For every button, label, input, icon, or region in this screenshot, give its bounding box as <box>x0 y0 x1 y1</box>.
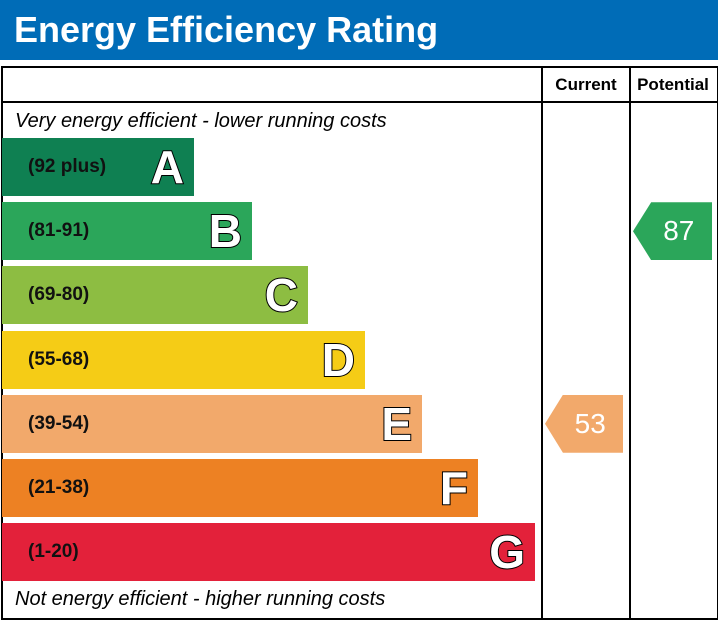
potential-rating-value: 87 <box>663 215 695 247</box>
band-f-letter: F <box>439 461 469 515</box>
current-rating-arrow-shape <box>545 394 623 453</box>
band-d-range: (55-68) <box>28 348 90 370</box>
band-b-range: (81-91) <box>28 220 90 242</box>
band-e-letter: E <box>380 397 413 451</box>
band-b: (81-91) B <box>2 202 252 261</box>
current-column-divider <box>541 66 543 619</box>
current-rating-value: 53 <box>574 407 606 439</box>
current-rating-arrow: 53 <box>545 394 623 453</box>
band-c-letter: C <box>264 268 299 322</box>
top-caption: Very energy efficient - lower running co… <box>15 110 387 132</box>
band-c: (69-80) C <box>2 266 308 325</box>
bottom-caption: Not energy efficient - higher running co… <box>15 588 386 610</box>
band-g-range: (1-20) <box>28 541 79 563</box>
band-f: (21-38) F <box>2 459 478 517</box>
potential-column-header: Potential <box>637 75 709 94</box>
band-d: (55-68) D <box>2 330 365 389</box>
band-a-letter: A <box>150 140 185 194</box>
band-a-range: (92 plus) <box>28 156 107 177</box>
band-e-range: (39-54) <box>28 412 90 434</box>
band-b-letter: B <box>208 204 243 258</box>
title-bar: Energy Efficiency Rating <box>0 0 718 60</box>
band-c-range: (69-80) <box>28 284 90 306</box>
current-column-header: Current <box>555 75 617 94</box>
page-title: Energy Efficiency Rating <box>14 9 439 50</box>
potential-rating-arrow: 87 <box>633 202 712 261</box>
header-divider <box>1 101 717 103</box>
potential-column-divider <box>629 66 631 619</box>
band-f-range: (21-38) <box>28 477 90 498</box>
band-e: (39-54) E <box>2 394 422 453</box>
band-g-letter: G <box>488 525 526 579</box>
band-d-letter: D <box>321 333 356 387</box>
band-a: (92 plus) A <box>2 138 194 196</box>
band-g: (1-20) G <box>2 523 535 582</box>
potential-rating-arrow-shape <box>633 202 712 261</box>
